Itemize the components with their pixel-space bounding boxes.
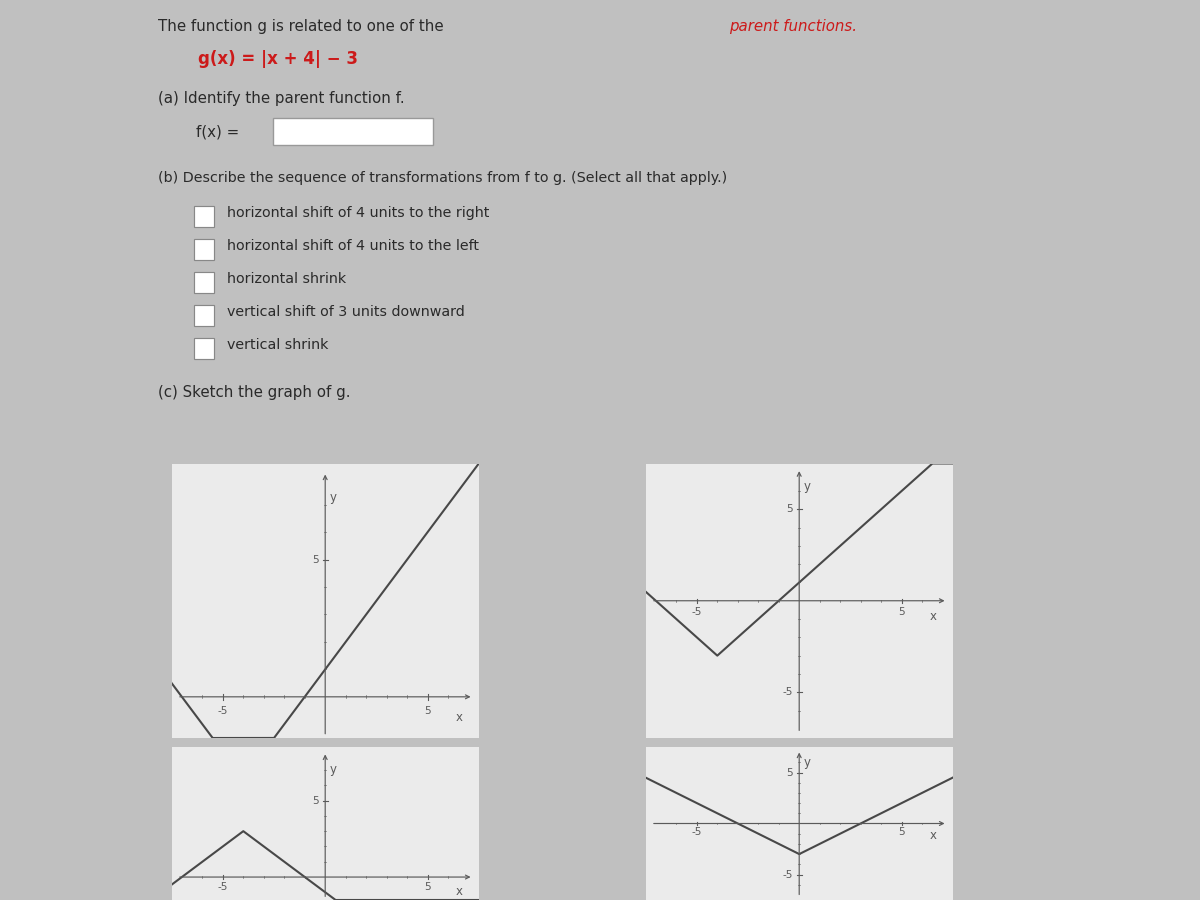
Bar <box>272 118 433 145</box>
Text: -5: -5 <box>782 688 793 698</box>
Text: 5: 5 <box>786 768 793 778</box>
Text: -5: -5 <box>217 882 228 892</box>
Text: x: x <box>455 885 462 897</box>
Text: y: y <box>330 491 337 505</box>
Bar <box>194 238 215 259</box>
Text: 5: 5 <box>312 796 319 806</box>
Text: 5: 5 <box>899 607 905 616</box>
Text: y: y <box>804 756 811 770</box>
Text: -5: -5 <box>782 869 793 879</box>
Text: x: x <box>929 829 936 842</box>
Text: parent functions.: parent functions. <box>730 19 857 33</box>
Text: f(x) =: f(x) = <box>197 124 240 140</box>
Text: x: x <box>929 610 936 623</box>
Text: O: O <box>720 821 732 835</box>
Text: x: x <box>455 711 462 724</box>
Text: (b) Describe the sequence of transformations from f to g. (Select all that apply: (b) Describe the sequence of transformat… <box>158 171 727 185</box>
Text: (c) Sketch the graph of g.: (c) Sketch the graph of g. <box>158 384 350 400</box>
Bar <box>194 272 215 292</box>
Text: 5: 5 <box>425 706 431 716</box>
Text: g(x) = |x + 4| − 3: g(x) = |x + 4| − 3 <box>198 50 359 68</box>
Text: -5: -5 <box>691 607 702 616</box>
Text: horizontal shrink: horizontal shrink <box>227 272 347 286</box>
Text: 5: 5 <box>899 827 905 837</box>
Text: vertical shrink: vertical shrink <box>227 338 329 352</box>
Text: (a) Identify the parent function f.: (a) Identify the parent function f. <box>158 91 404 105</box>
Text: y: y <box>804 480 811 493</box>
Text: -5: -5 <box>308 829 319 839</box>
Text: 5: 5 <box>786 504 793 514</box>
Text: -5: -5 <box>217 706 228 716</box>
Bar <box>194 205 215 227</box>
Text: y: y <box>330 762 337 776</box>
Bar <box>194 304 215 326</box>
Text: The function g is related to one of the: The function g is related to one of the <box>158 19 449 33</box>
Text: 5: 5 <box>312 554 319 564</box>
Text: vertical shift of 3 units downward: vertical shift of 3 units downward <box>227 305 464 319</box>
Text: O: O <box>251 821 263 835</box>
Text: -5: -5 <box>691 827 702 837</box>
Text: 5: 5 <box>425 882 431 892</box>
Bar <box>194 338 215 358</box>
Text: horizontal shift of 4 units to the right: horizontal shift of 4 units to the right <box>227 206 490 220</box>
Text: horizontal shift of 4 units to the left: horizontal shift of 4 units to the left <box>227 239 479 253</box>
